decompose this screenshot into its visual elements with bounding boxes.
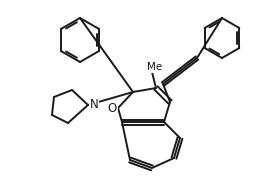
- Text: Me: Me: [147, 62, 163, 72]
- Text: N: N: [90, 97, 98, 111]
- Text: O: O: [107, 102, 117, 114]
